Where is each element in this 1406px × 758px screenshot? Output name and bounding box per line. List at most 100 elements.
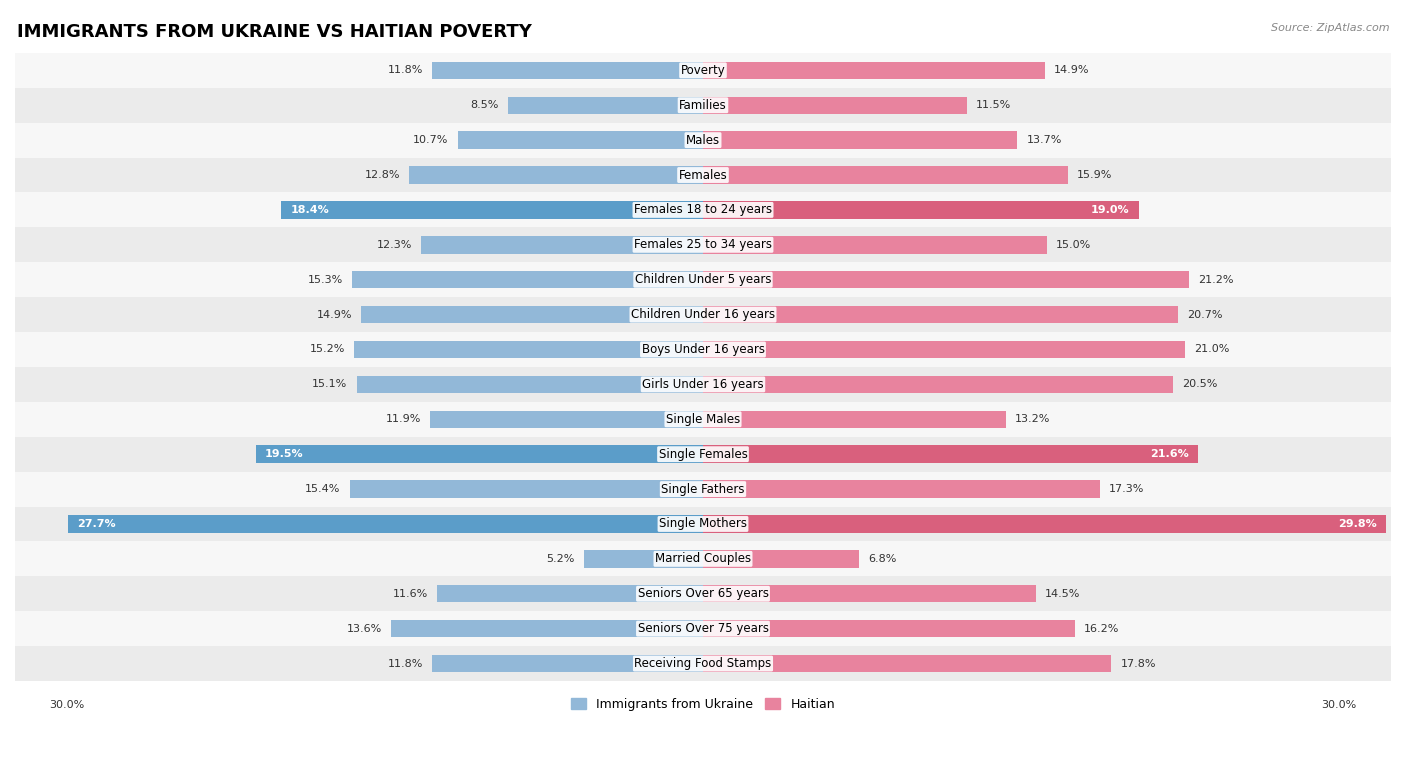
Bar [437, 585, 703, 603]
Text: 14.9%: 14.9% [316, 309, 352, 320]
Text: 8.5%: 8.5% [471, 100, 499, 110]
Text: Children Under 5 years: Children Under 5 years [634, 273, 772, 287]
Text: 15.2%: 15.2% [309, 344, 346, 355]
Text: 12.8%: 12.8% [364, 170, 401, 180]
Text: 17.3%: 17.3% [1109, 484, 1144, 494]
Text: Married Couples: Married Couples [655, 553, 751, 565]
Text: 11.5%: 11.5% [976, 100, 1011, 110]
Text: Single Fathers: Single Fathers [661, 483, 745, 496]
Bar [703, 655, 1111, 672]
Text: 29.8%: 29.8% [1339, 519, 1378, 529]
Text: 15.4%: 15.4% [305, 484, 340, 494]
Text: 30.0%: 30.0% [49, 700, 84, 710]
Bar [703, 515, 1386, 533]
Bar [703, 306, 1178, 324]
Text: Poverty: Poverty [681, 64, 725, 77]
Bar [457, 131, 703, 149]
Bar [703, 550, 859, 568]
Text: 13.6%: 13.6% [347, 624, 382, 634]
Bar [391, 620, 703, 637]
Bar [15, 53, 1391, 88]
Bar [703, 271, 1189, 289]
Bar [508, 96, 703, 114]
Text: Children Under 16 years: Children Under 16 years [631, 308, 775, 321]
Bar [703, 236, 1047, 253]
Text: Boys Under 16 years: Boys Under 16 years [641, 343, 765, 356]
Bar [15, 332, 1391, 367]
Bar [350, 481, 703, 498]
Bar [15, 262, 1391, 297]
Text: 14.9%: 14.9% [1054, 65, 1090, 75]
Text: Females: Females [679, 168, 727, 181]
Text: 21.0%: 21.0% [1194, 344, 1229, 355]
Bar [256, 446, 703, 463]
Text: 15.1%: 15.1% [312, 380, 347, 390]
Bar [703, 446, 1198, 463]
Text: 19.0%: 19.0% [1091, 205, 1129, 215]
Bar [433, 655, 703, 672]
Bar [354, 341, 703, 359]
Bar [15, 297, 1391, 332]
Text: Source: ZipAtlas.com: Source: ZipAtlas.com [1271, 23, 1389, 33]
Text: 20.5%: 20.5% [1182, 380, 1218, 390]
Bar [281, 201, 703, 218]
Bar [361, 306, 703, 324]
Bar [15, 576, 1391, 611]
Text: 10.7%: 10.7% [413, 135, 449, 145]
Text: 11.9%: 11.9% [385, 415, 420, 424]
Text: Girls Under 16 years: Girls Under 16 years [643, 378, 763, 391]
Text: 16.2%: 16.2% [1084, 624, 1119, 634]
Bar [15, 506, 1391, 541]
Text: 21.6%: 21.6% [1150, 449, 1189, 459]
Bar [15, 227, 1391, 262]
Text: 15.9%: 15.9% [1077, 170, 1112, 180]
Text: Females 18 to 24 years: Females 18 to 24 years [634, 203, 772, 217]
Bar [703, 131, 1017, 149]
Bar [15, 646, 1391, 681]
Bar [703, 376, 1173, 393]
Text: 21.2%: 21.2% [1198, 274, 1234, 285]
Text: 12.3%: 12.3% [377, 240, 412, 250]
Text: 19.5%: 19.5% [264, 449, 304, 459]
Bar [703, 96, 967, 114]
Bar [352, 271, 703, 289]
Bar [409, 166, 703, 183]
Bar [15, 471, 1391, 506]
Text: 6.8%: 6.8% [868, 554, 897, 564]
Bar [15, 541, 1391, 576]
Text: 13.2%: 13.2% [1015, 415, 1050, 424]
Text: 20.7%: 20.7% [1187, 309, 1222, 320]
Text: Single Females: Single Females [658, 448, 748, 461]
Text: 17.8%: 17.8% [1121, 659, 1156, 669]
Bar [357, 376, 703, 393]
Text: Seniors Over 75 years: Seniors Over 75 years [637, 622, 769, 635]
Bar [15, 88, 1391, 123]
Text: 18.4%: 18.4% [290, 205, 329, 215]
Text: Single Males: Single Males [666, 413, 740, 426]
Bar [15, 193, 1391, 227]
Text: IMMIGRANTS FROM UKRAINE VS HAITIAN POVERTY: IMMIGRANTS FROM UKRAINE VS HAITIAN POVER… [17, 23, 531, 41]
Bar [67, 515, 703, 533]
Text: Single Mothers: Single Mothers [659, 518, 747, 531]
Text: 14.5%: 14.5% [1045, 589, 1080, 599]
Bar [703, 341, 1185, 359]
Text: 11.8%: 11.8% [388, 65, 423, 75]
Text: 15.0%: 15.0% [1056, 240, 1091, 250]
Bar [433, 61, 703, 79]
Text: Receiving Food Stamps: Receiving Food Stamps [634, 657, 772, 670]
Bar [15, 158, 1391, 193]
Bar [15, 611, 1391, 646]
Bar [703, 585, 1036, 603]
Legend: Immigrants from Ukraine, Haitian: Immigrants from Ukraine, Haitian [567, 693, 839, 716]
Text: Seniors Over 65 years: Seniors Over 65 years [637, 587, 769, 600]
Bar [15, 367, 1391, 402]
Text: Families: Families [679, 99, 727, 111]
Bar [703, 61, 1045, 79]
Bar [703, 166, 1067, 183]
Bar [583, 550, 703, 568]
Text: 11.8%: 11.8% [388, 659, 423, 669]
Text: Males: Males [686, 133, 720, 146]
Text: 15.3%: 15.3% [308, 274, 343, 285]
Text: 5.2%: 5.2% [546, 554, 575, 564]
Bar [703, 481, 1099, 498]
